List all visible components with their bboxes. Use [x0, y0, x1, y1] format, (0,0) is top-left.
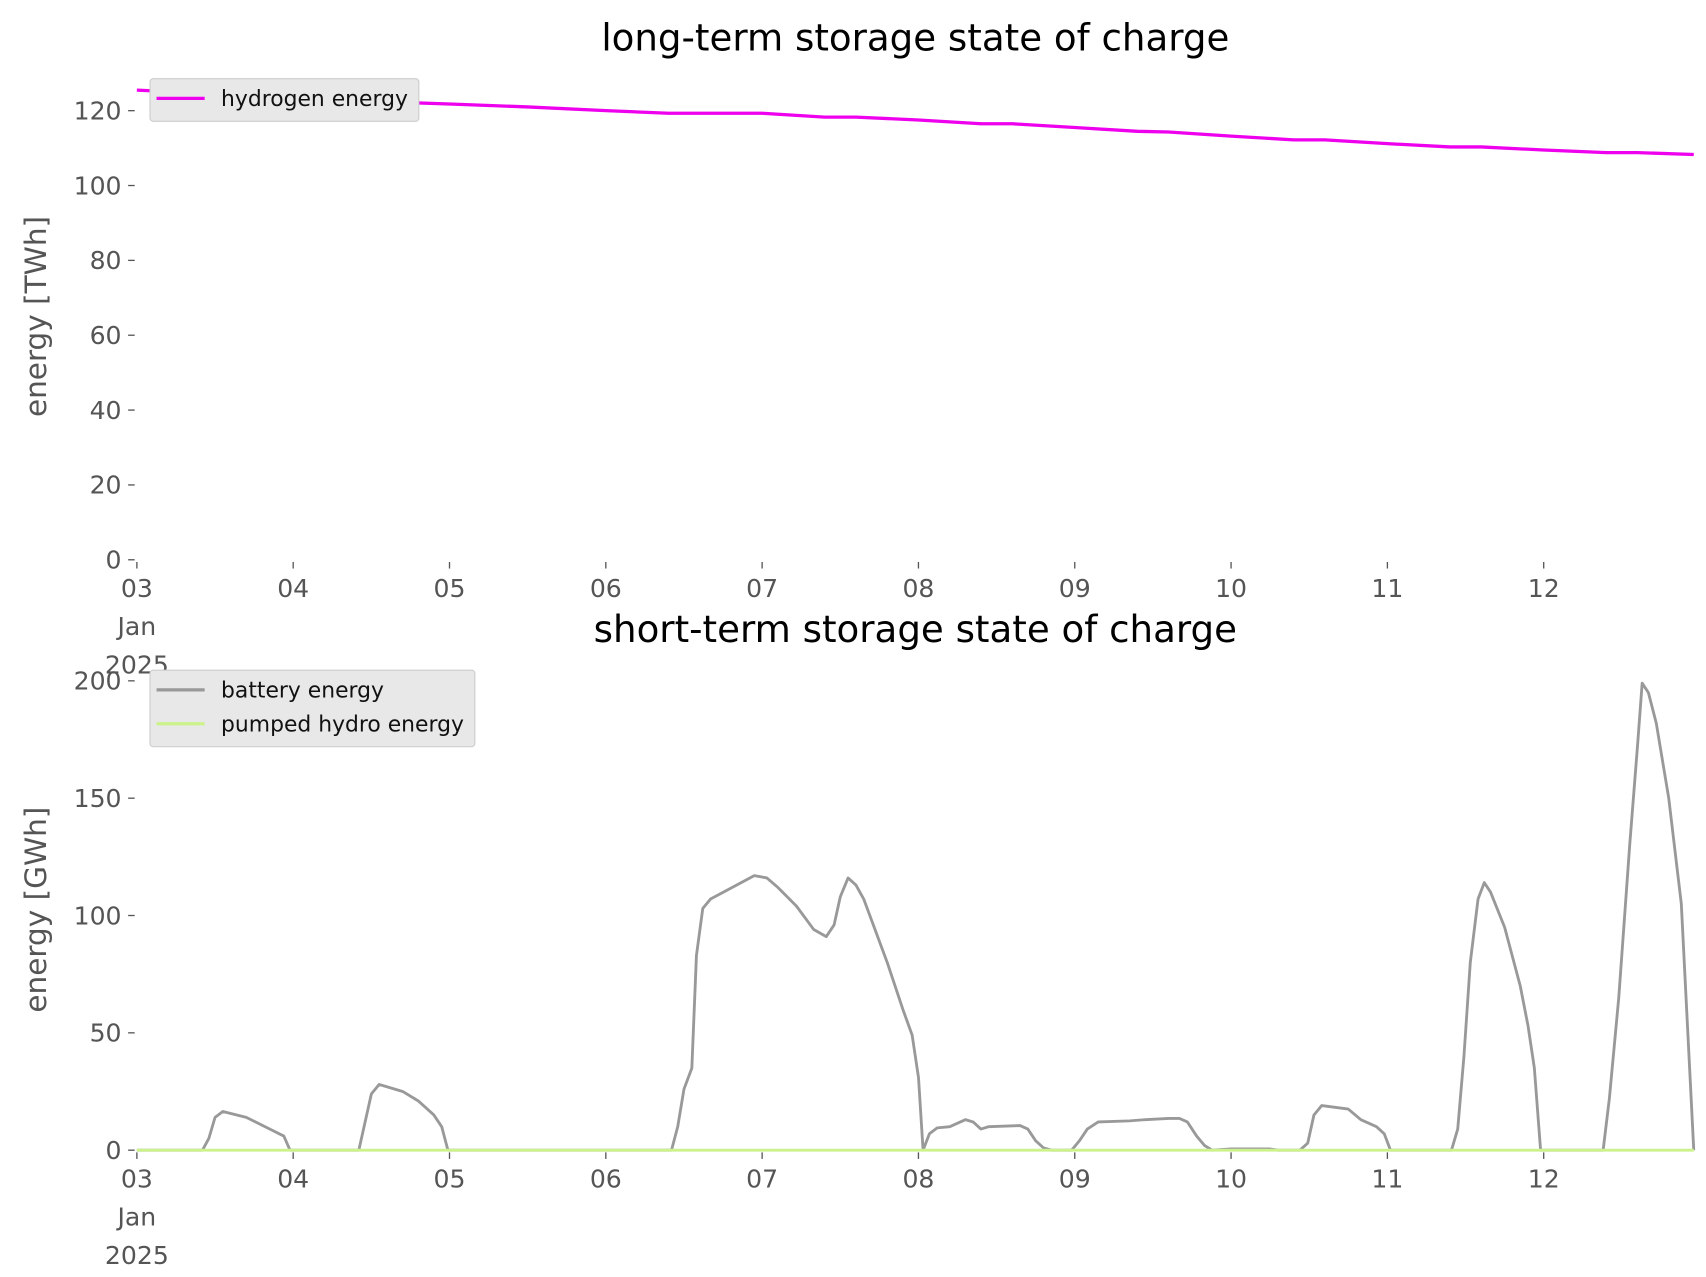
- legend: hydrogen energy: [149, 78, 420, 122]
- y-axis-label: energy [TWh]: [19, 216, 53, 417]
- x-tick-label: 03 Jan 2025: [105, 574, 169, 680]
- x-tick-label: 06: [590, 1164, 622, 1193]
- legend-label: hydrogen energy: [221, 87, 408, 112]
- y-tick-label: 20: [90, 471, 122, 500]
- x-tick-label: 03 Jan 2025: [105, 1164, 169, 1270]
- x-tick-label: 12: [1528, 1164, 1560, 1193]
- legend: battery energy pumped hydro energy: [149, 669, 476, 748]
- x-tick-label: 11: [1371, 1164, 1403, 1193]
- x-tick-label: 06: [590, 574, 622, 603]
- x-tick-label: 09: [1059, 1164, 1091, 1193]
- y-tick-label: 50: [90, 1019, 122, 1048]
- series-line: [136, 88, 1694, 157]
- y-tick-label: 0: [106, 1136, 122, 1165]
- y-tick-label: 100: [74, 901, 122, 930]
- x-tick-label: 07: [746, 574, 778, 603]
- legend-box: [149, 78, 420, 122]
- x-tick-label: 07: [746, 1164, 778, 1193]
- x-tick-label: 08: [902, 574, 934, 603]
- legend-label: battery energy: [221, 679, 384, 704]
- chart-title: long-term storage state of charge: [601, 15, 1229, 59]
- x-tick-label: 10: [1215, 574, 1247, 603]
- y-tick-label: 80: [90, 246, 122, 275]
- y-tick-label: 60: [90, 321, 122, 350]
- x-tick-label: 08: [902, 1164, 934, 1193]
- x-tick-label: 04: [277, 574, 309, 603]
- x-tick-label: 05: [434, 1164, 466, 1193]
- y-tick-label: 100: [74, 171, 122, 200]
- y-tick-label: 200: [74, 667, 122, 696]
- x-tick-label: 10: [1215, 1164, 1247, 1193]
- series-line: [136, 681, 1696, 1152]
- y-tick-label: 150: [74, 784, 122, 813]
- y-tick-label: 120: [74, 96, 122, 125]
- x-tick-label: 09: [1059, 574, 1091, 603]
- x-tick-label: 05: [434, 574, 466, 603]
- x-tick-label: 04: [277, 1164, 309, 1193]
- y-axis-label: energy [GWh]: [19, 807, 53, 1013]
- legend-label: pumped hydro energy: [221, 712, 464, 737]
- x-tick-label: 11: [1371, 574, 1403, 603]
- chart-title: short-term storage state of charge: [594, 607, 1237, 651]
- x-tick-label: 12: [1528, 574, 1560, 603]
- y-tick-label: 0: [106, 546, 122, 575]
- y-tick-label: 40: [90, 396, 122, 425]
- legend-box: [149, 669, 476, 748]
